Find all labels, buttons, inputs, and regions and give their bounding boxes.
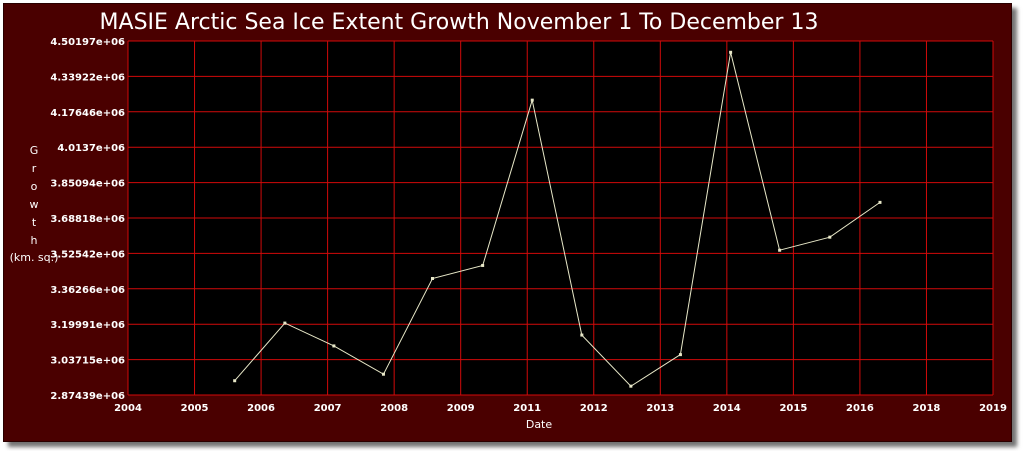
data-point <box>580 333 584 337</box>
grid-lines <box>127 40 994 396</box>
data-point <box>430 277 434 281</box>
y-tick-label: 3.19991e+06 <box>50 320 125 331</box>
x-tick-label: 2015 <box>779 403 807 414</box>
x-tick-label: 2005 <box>181 403 209 414</box>
x-tick-label: 2013 <box>646 403 674 414</box>
x-tick-label: 2009 <box>447 403 475 414</box>
y-tick-label: 4.0137e+06 <box>57 143 125 154</box>
x-tick-label: 2011 <box>513 403 541 414</box>
x-tick-label: 2008 <box>380 403 408 414</box>
y-label-letter: o <box>31 180 38 193</box>
x-tick-label: 2012 <box>580 403 608 414</box>
y-tick-label: 3.03715e+06 <box>50 356 125 367</box>
y-label-letter: r <box>32 162 37 175</box>
x-tick-label: 2004 <box>114 403 142 414</box>
y-tick-label: 3.36266e+06 <box>50 285 125 296</box>
data-point <box>481 263 485 267</box>
data-point <box>233 379 237 383</box>
y-tick-label: 4.50197e+06 <box>50 37 125 48</box>
y-label-letter: h <box>31 234 38 247</box>
y-tick-label: 4.33922e+06 <box>50 72 125 83</box>
y-axis-ticks: 4.50197e+06 4.33922e+06 4.17646e+06 4.0137e… <box>50 37 125 402</box>
y-tick-label: 3.52542e+06 <box>50 249 125 260</box>
data-point <box>729 50 733 54</box>
data-point <box>878 200 882 204</box>
y-tick-label: 2.87439e+06 <box>50 391 125 402</box>
x-axis-label: Date <box>526 418 553 431</box>
y-tick-label: 3.68818e+06 <box>50 214 125 225</box>
chart-frame: MASIE Arctic Sea Ice Extent Growth Novem… <box>3 3 1012 442</box>
data-point <box>629 384 633 388</box>
data-point <box>283 321 287 325</box>
data-points <box>233 50 882 388</box>
y-label-letter: t <box>32 216 37 229</box>
x-tick-label: 2019 <box>979 403 1007 414</box>
y-label-unit: (km. sq.) <box>10 251 59 264</box>
y-tick-label: 3.85094e+06 <box>50 179 125 190</box>
data-point <box>828 235 832 239</box>
data-point <box>678 353 682 357</box>
y-label-letter: G <box>30 144 39 157</box>
chart-title: MASIE Arctic Sea Ice Extent Growth Novem… <box>100 10 819 35</box>
x-tick-label: 2007 <box>314 403 342 414</box>
x-tick-label: 2006 <box>247 403 275 414</box>
data-point <box>530 98 534 102</box>
x-tick-label: 2018 <box>913 403 941 414</box>
data-point <box>778 248 782 252</box>
series-line <box>234 52 881 387</box>
y-axis-label: Growth (km. sq.) <box>10 144 59 264</box>
data-point <box>332 344 336 348</box>
x-tick-label: 2014 <box>713 403 741 414</box>
x-axis-ticks: 2004 2005 2006 2007 2008 2009 2011 2012 2013 2014… <box>114 403 1007 414</box>
y-tick-label: 4.17646e+06 <box>50 108 125 119</box>
data-point <box>381 372 385 376</box>
x-tick-label: 2016 <box>846 403 874 414</box>
line-chart: MASIE Arctic Sea Ice Extent Growth Novem… <box>10 10 1007 431</box>
y-label-letter: w <box>30 198 39 211</box>
